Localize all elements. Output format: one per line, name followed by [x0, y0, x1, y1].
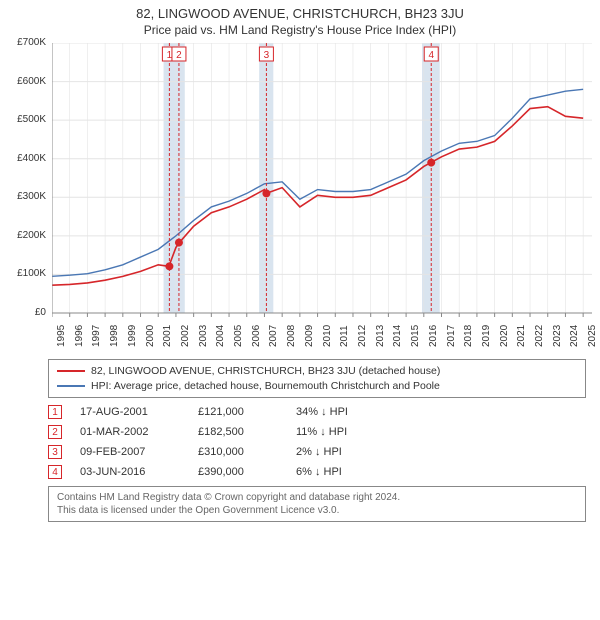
y-axis-label: £0: [2, 307, 46, 318]
legend-item: 82, LINGWOOD AVENUE, CHRISTCHURCH, BH23 …: [57, 364, 577, 379]
sale-marker: 4: [48, 465, 62, 479]
legend-label: 82, LINGWOOD AVENUE, CHRISTCHURCH, BH23 …: [91, 364, 440, 379]
x-axis-label: 2008: [286, 325, 297, 347]
legend-label: HPI: Average price, detached house, Bour…: [91, 379, 440, 394]
x-axis-label: 2019: [481, 325, 492, 347]
sale-price: £121,000: [198, 406, 278, 418]
x-axis-label: 2023: [552, 325, 563, 347]
x-axis-label: 2015: [410, 325, 421, 347]
x-axis-label: 1999: [127, 325, 138, 347]
sale-price: £182,500: [198, 426, 278, 438]
y-axis-label: £100K: [2, 268, 46, 279]
x-axis-label: 2005: [233, 325, 244, 347]
footer-line: This data is licensed under the Open Gov…: [57, 504, 577, 517]
x-axis-label: 1996: [74, 325, 85, 347]
y-axis-label: £300K: [2, 191, 46, 202]
y-axis-label: £200K: [2, 230, 46, 241]
x-axis-label: 2017: [446, 325, 457, 347]
sale-price: £310,000: [198, 446, 278, 458]
chart-subtitle: Price paid vs. HM Land Registry's House …: [4, 23, 596, 37]
sale-delta: 11% ↓ HPI: [296, 426, 376, 438]
svg-text:4: 4: [428, 50, 434, 61]
sale-date: 01-MAR-2002: [80, 426, 180, 438]
sale-row: 2 01-MAR-2002 £182,500 11% ↓ HPI: [48, 422, 586, 442]
y-axis-label: £500K: [2, 114, 46, 125]
x-axis-label: 2013: [375, 325, 386, 347]
sale-marker: 1: [48, 405, 62, 419]
x-axis-label: 2024: [569, 325, 580, 347]
chart-area: 1234 £0£100K£200K£300K£400K£500K£600K£70…: [6, 43, 596, 353]
x-axis-label: 2011: [339, 325, 350, 347]
sale-row: 1 17-AUG-2001 £121,000 34% ↓ HPI: [48, 402, 586, 422]
chart-title: 82, LINGWOOD AVENUE, CHRISTCHURCH, BH23 …: [4, 6, 596, 21]
sale-row: 3 09-FEB-2007 £310,000 2% ↓ HPI: [48, 442, 586, 462]
x-axis-label: 2016: [428, 325, 439, 347]
sale-delta: 6% ↓ HPI: [296, 466, 376, 478]
sale-date: 09-FEB-2007: [80, 446, 180, 458]
sale-date: 17-AUG-2001: [80, 406, 180, 418]
x-axis-label: 1995: [56, 325, 67, 347]
y-axis-label: £600K: [2, 76, 46, 87]
x-axis-label: 2002: [180, 325, 191, 347]
x-axis-label: 2018: [463, 325, 474, 347]
y-axis-label: £400K: [2, 153, 46, 164]
sale-price: £390,000: [198, 466, 278, 478]
sale-date: 03-JUN-2016: [80, 466, 180, 478]
x-axis-label: 2021: [516, 325, 527, 347]
x-axis-label: 2022: [534, 325, 545, 347]
svg-text:3: 3: [264, 50, 270, 61]
x-axis-label: 2012: [357, 325, 368, 347]
x-axis-label: 2000: [145, 325, 156, 347]
sales-table: 1 17-AUG-2001 £121,000 34% ↓ HPI 2 01-MAR-200…: [48, 402, 586, 482]
sale-delta: 2% ↓ HPI: [296, 446, 376, 458]
legend-box: 82, LINGWOOD AVENUE, CHRISTCHURCH, BH23 …: [48, 359, 586, 398]
sale-marker: 3: [48, 445, 62, 459]
line-chart-svg: 1234: [52, 43, 592, 317]
x-axis-label: 2007: [268, 325, 279, 347]
x-axis-label: 2001: [162, 325, 173, 347]
x-axis-label: 2003: [198, 325, 209, 347]
x-axis-label: 2014: [392, 325, 403, 347]
x-axis-label: 2010: [322, 325, 333, 347]
x-axis-label: 2020: [499, 325, 510, 347]
attribution-footer: Contains HM Land Registry data © Crown c…: [48, 486, 586, 522]
footer-line: Contains HM Land Registry data © Crown c…: [57, 491, 577, 504]
legend-swatch: [57, 385, 85, 387]
legend-swatch: [57, 370, 85, 372]
x-axis-label: 1997: [91, 325, 102, 347]
sale-row: 4 03-JUN-2016 £390,000 6% ↓ HPI: [48, 462, 586, 482]
x-axis-label: 1998: [109, 325, 120, 347]
legend-item: HPI: Average price, detached house, Bour…: [57, 379, 577, 394]
sale-delta: 34% ↓ HPI: [296, 406, 376, 418]
x-axis-label: 2009: [304, 325, 315, 347]
x-axis-label: 2025: [587, 325, 598, 347]
x-axis-label: 2006: [251, 325, 262, 347]
sale-marker: 2: [48, 425, 62, 439]
y-axis-label: £700K: [2, 37, 46, 48]
x-axis-label: 2004: [215, 325, 226, 347]
svg-text:2: 2: [176, 50, 182, 61]
